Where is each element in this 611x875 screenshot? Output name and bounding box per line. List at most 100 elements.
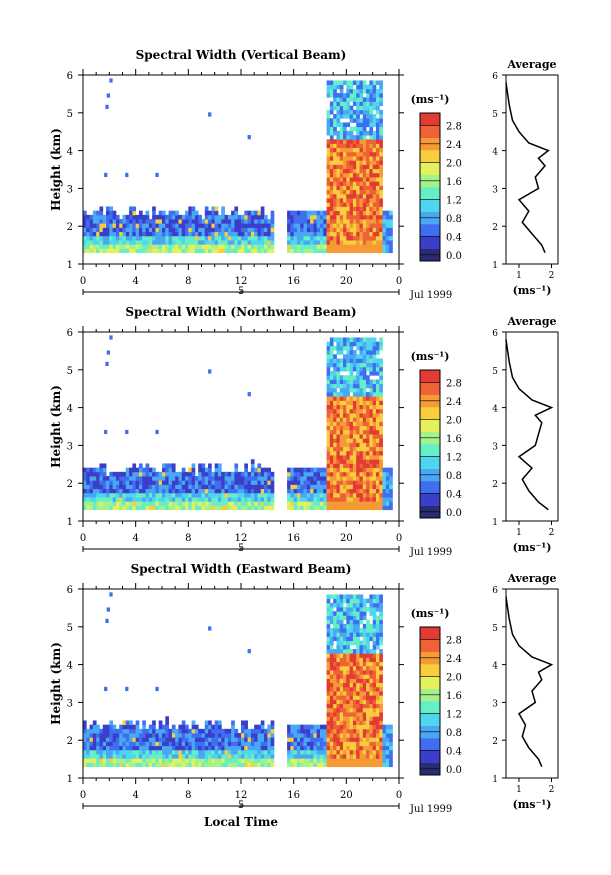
heatmap-cell xyxy=(326,366,331,372)
heatmap-cell xyxy=(336,421,341,427)
heatmap-cell xyxy=(254,501,258,506)
heatmap-cell xyxy=(102,223,107,228)
heatmap-cell xyxy=(379,147,383,153)
heatmap-cell xyxy=(155,244,160,249)
heatmap-cell xyxy=(356,670,360,675)
heatmap-cell xyxy=(336,130,341,136)
heatmap-cell xyxy=(96,501,100,506)
heatmap-cell xyxy=(129,745,133,751)
colorbar-tick-label: 0.0 xyxy=(446,765,462,776)
heatmap-cell xyxy=(254,476,258,481)
heatmap-cell xyxy=(264,227,268,233)
heatmap-cell xyxy=(115,497,120,502)
heatmap-cell xyxy=(296,219,301,224)
heatmap-cell xyxy=(349,130,354,136)
heatmap-cell xyxy=(109,471,114,477)
heatmap-cell xyxy=(287,505,291,511)
heatmap-cell xyxy=(375,497,380,502)
heatmap-cell xyxy=(145,223,150,228)
heatmap-cell xyxy=(349,754,354,759)
heatmap-cell xyxy=(168,480,173,485)
heatmap-cell xyxy=(316,501,321,506)
heatmap-cell xyxy=(237,741,242,747)
heatmap-cell xyxy=(217,219,222,224)
heatmap-cell xyxy=(99,758,104,763)
heatmap-cell xyxy=(287,227,291,233)
heatmap-cell xyxy=(313,227,318,233)
heatmap-cell xyxy=(389,240,393,245)
heatmap-cell xyxy=(346,724,351,730)
heatmap-cell xyxy=(359,358,364,364)
heatmap-cell xyxy=(290,762,295,768)
heatmap-cell xyxy=(115,745,120,751)
heatmap-cell xyxy=(323,741,327,747)
heatmap-cell xyxy=(152,476,156,481)
heatmap-cell xyxy=(181,488,186,494)
heatmap-cell xyxy=(267,467,272,473)
heatmap-cell xyxy=(356,758,360,763)
heatmap-cell xyxy=(217,240,222,245)
heatmap-cell xyxy=(198,492,202,498)
heatmap-cell xyxy=(356,657,360,663)
heatmap-cell xyxy=(211,471,216,477)
heatmap-cell xyxy=(343,682,347,688)
heatmap-cell xyxy=(214,210,219,216)
heatmap-cell xyxy=(310,471,314,477)
heatmap-cell xyxy=(336,762,341,768)
heatmap-cell xyxy=(323,210,327,216)
heatmap-cell xyxy=(264,728,268,734)
heatmap-cell xyxy=(375,400,380,406)
heatmap-cell xyxy=(346,80,351,86)
heatmap-cell xyxy=(352,762,357,768)
heatmap-cell xyxy=(333,172,337,178)
heatmap-cell xyxy=(135,244,140,249)
heatmap-cell xyxy=(333,733,337,738)
heatmap-cell xyxy=(115,484,120,490)
heatmap-cell xyxy=(201,463,206,469)
heatmap-cell xyxy=(349,240,354,245)
heatmap-cell xyxy=(362,371,367,376)
heatmap-cell xyxy=(316,728,321,734)
heatmap-cell xyxy=(201,501,206,506)
heatmap-cell xyxy=(339,193,344,199)
heatmap-cell xyxy=(326,695,331,700)
heatmap-cell xyxy=(329,421,334,427)
heatmap-cell xyxy=(306,223,311,228)
heatmap-cell xyxy=(287,749,291,755)
heatmap-cell xyxy=(366,632,370,637)
heatmap-cell xyxy=(366,350,370,355)
heatmap-cell xyxy=(339,442,344,448)
heatmap-cell xyxy=(264,488,268,494)
heatmap-cell xyxy=(362,105,367,111)
heatmap-cell xyxy=(326,413,331,418)
heatmap-cell xyxy=(115,728,120,734)
heatmap-cell xyxy=(366,733,370,738)
heatmap-cell xyxy=(375,139,380,144)
heatmap-cell xyxy=(329,181,334,186)
heatmap-cell xyxy=(306,505,311,511)
heatmap-cell xyxy=(135,737,140,742)
heatmap-cell xyxy=(359,716,364,721)
heatmap-cell xyxy=(359,425,364,431)
heatmap-cell xyxy=(178,762,183,768)
heatmap-cell xyxy=(349,143,354,149)
heatmap-cell xyxy=(227,492,232,498)
heatmap-cell xyxy=(293,497,298,502)
heatmap-cell xyxy=(162,240,166,245)
heatmap-cell xyxy=(329,754,334,759)
heatmap-cell xyxy=(300,762,304,768)
heatmap-cell xyxy=(359,350,364,355)
y-tick-label: 5 xyxy=(67,623,73,634)
heatmap-cell xyxy=(362,341,367,347)
heatmap-cell xyxy=(264,741,268,747)
heatmap-cell xyxy=(270,762,275,768)
heatmap-cell xyxy=(313,235,318,241)
heatmap-cell xyxy=(356,168,360,174)
heatmap-cell xyxy=(122,754,127,759)
heatmap-cell xyxy=(234,244,239,249)
heatmap-cell xyxy=(168,231,173,237)
heatmap-cell xyxy=(369,476,374,481)
heatmap-cell xyxy=(352,164,357,170)
heatmap-cell xyxy=(142,476,146,481)
heatmap-cell xyxy=(343,417,347,422)
